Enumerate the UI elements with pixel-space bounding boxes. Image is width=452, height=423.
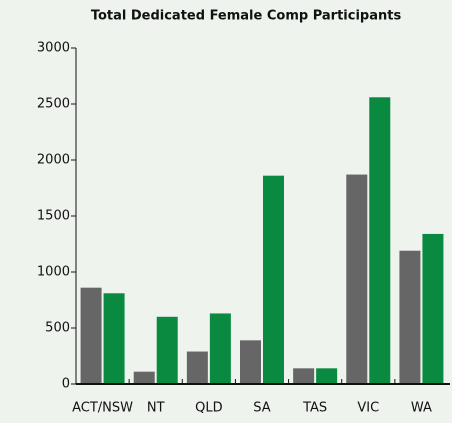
y-tick-label: 500 (45, 321, 70, 336)
bar (240, 340, 261, 384)
y-tick-label: 3000 (37, 41, 70, 56)
y-tick-label: 1000 (37, 265, 70, 280)
bar (80, 287, 102, 384)
x-tick-label: TAS (302, 401, 327, 416)
y-tick-label: 1500 (37, 209, 70, 224)
bar (399, 250, 421, 384)
y-tick-label: 0 (62, 377, 70, 392)
bar (293, 368, 315, 384)
bar (263, 175, 284, 384)
bar (346, 174, 368, 384)
y-tick-label: 2500 (37, 97, 70, 112)
x-tick-label: VIC (357, 401, 379, 416)
chart-title: Total Dedicated Female Comp Participants (91, 9, 402, 24)
bar (186, 351, 208, 384)
bar (103, 293, 125, 384)
bar (422, 233, 444, 384)
bar (156, 316, 178, 384)
x-tick-label: NT (147, 401, 165, 416)
x-tick-label: SA (253, 401, 270, 416)
x-tick-label: ACT/NSW (72, 401, 133, 416)
bar (316, 368, 338, 384)
y-tick-label: 2000 (37, 153, 70, 168)
x-tick-label: WA (411, 401, 432, 416)
bar (369, 97, 391, 384)
x-tick-label: QLD (195, 401, 223, 416)
bar (133, 371, 155, 384)
bar (209, 313, 231, 384)
